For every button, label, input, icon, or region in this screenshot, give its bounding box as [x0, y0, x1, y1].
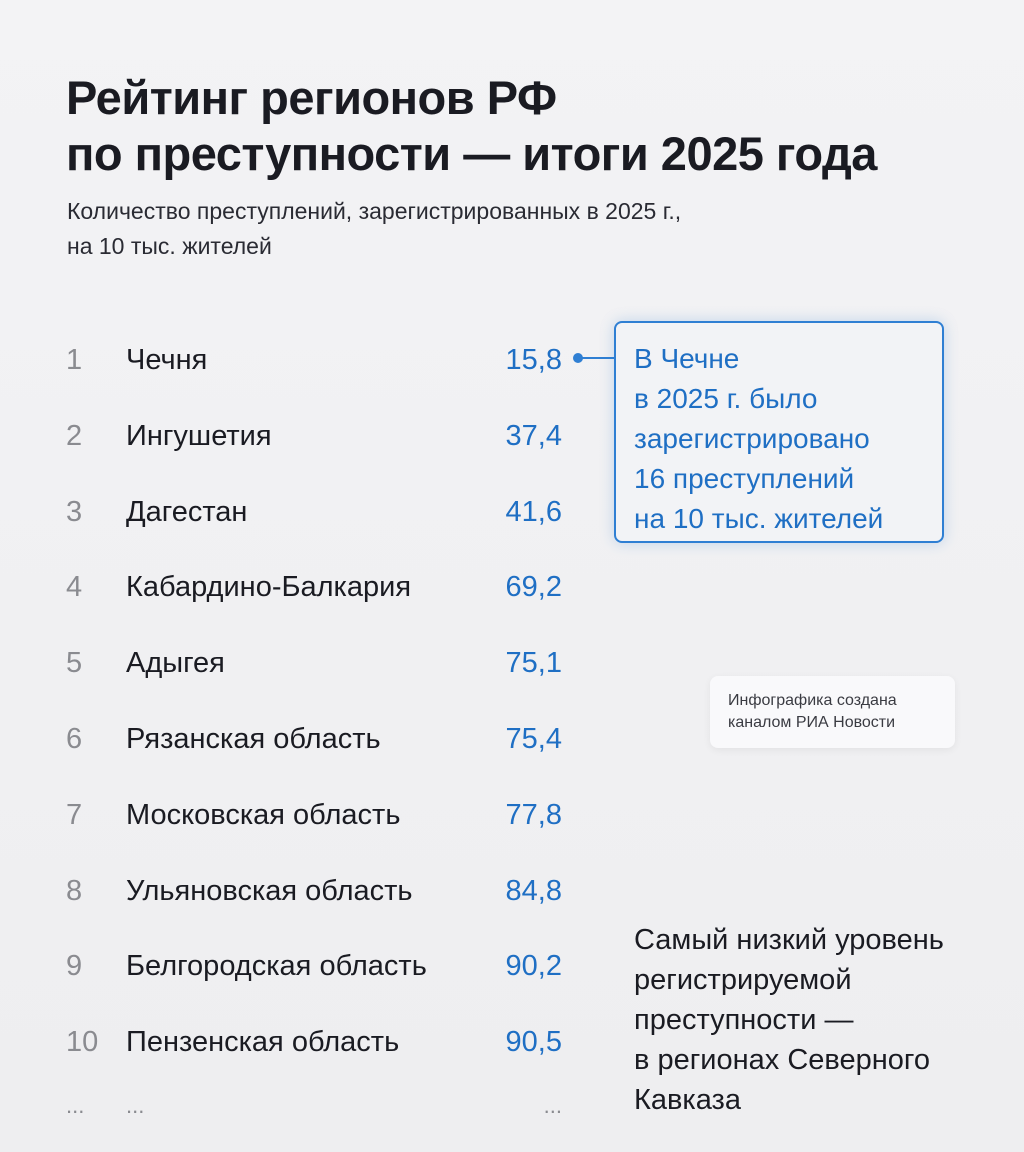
value-cell: ... [543, 1093, 562, 1118]
credit-line-1: Инфографика создана [728, 692, 897, 709]
rank-cell: 1 [66, 344, 83, 376]
credit-box: Инфографика создана каналом РИА Новости [710, 676, 955, 748]
subtitle-line-2: на 10 тыс. жителей [67, 233, 272, 259]
rank-cell: 9 [66, 950, 83, 983]
rank-cell: ... [66, 1093, 85, 1118]
table-row: 9 Белгородская область 90,2 [0, 946, 600, 986]
region-cell: Ульяновская область [126, 874, 413, 907]
table-row: 10 Пензенская область 90,5 [0, 1022, 600, 1062]
credit-line-2: каналом РИА Новости [728, 714, 896, 731]
table-row: 7 Московская область 77,8 [0, 795, 600, 835]
callout-line: 16 преступлений [634, 463, 855, 494]
title-line-2: по преступности — итоги 2025 года [66, 127, 877, 180]
note-line: Кавказа [634, 1084, 741, 1116]
callout-connector [578, 357, 616, 359]
note-line: преступности — [634, 1004, 854, 1036]
rank-cell: 10 [66, 1026, 99, 1059]
note-line: регистрируемой [634, 964, 852, 996]
summary-note: Самый низкий уровень регистрируемой прес… [634, 920, 944, 1120]
value-cell: 37,4 [505, 419, 562, 452]
rank-cell: 7 [66, 798, 83, 831]
callout-line: зарегистрировано [634, 423, 870, 454]
value-cell: 15,8 [505, 344, 562, 376]
region-cell: Московская область [126, 798, 401, 831]
table-row: 6 Рязанская область 75,4 [0, 719, 600, 759]
rank-cell: 8 [66, 874, 83, 907]
page-title: Рейтинг регионов РФ по преступности — ит… [66, 70, 877, 182]
callout-line: В Чечне [634, 343, 740, 374]
region-cell: Пензенская область [126, 1026, 400, 1059]
region-cell: Кабардино-Балкария [126, 571, 412, 604]
rank-cell: 4 [66, 571, 83, 604]
value-cell: 77,8 [505, 798, 562, 831]
value-cell: 90,5 [505, 1026, 562, 1059]
region-cell: Ингушетия [126, 419, 272, 452]
region-cell: Чечня [126, 344, 208, 376]
rank-cell: 3 [66, 495, 83, 528]
value-cell: 75,4 [505, 723, 562, 755]
region-cell: Белгородская область [126, 950, 427, 983]
table-row: 2 Ингушетия 37,4 [0, 416, 600, 456]
note-line: Самый низкий уровень [634, 924, 944, 956]
region-cell: ... [126, 1093, 145, 1118]
rank-cell: 2 [66, 419, 83, 452]
value-cell: 69,2 [505, 571, 562, 604]
value-cell: 84,8 [505, 874, 562, 907]
note-line: в регионах Северного [634, 1044, 930, 1076]
subtitle-line-1: Количество преступлений, зарегистрирован… [67, 198, 682, 224]
table-row: 4 Кабардино-Балкария 69,2 [0, 567, 600, 607]
rank-cell: 5 [66, 647, 83, 680]
region-cell: Рязанская область [126, 723, 381, 755]
subtitle: Количество преступлений, зарегистрирован… [67, 194, 681, 264]
callout-line: на 10 тыс. жителей [634, 503, 884, 534]
region-cell: Адыгея [126, 647, 225, 680]
table-row: 8 Ульяновская область 84,8 [0, 871, 600, 911]
region-cell: Дагестан [126, 495, 248, 528]
rank-cell: 6 [66, 723, 83, 755]
value-cell: 90,2 [505, 950, 562, 983]
table-row: 5 Адыгея 75,1 [0, 643, 600, 683]
table-row: 3 Дагестан 41,6 [0, 492, 600, 532]
value-cell: 75,1 [505, 647, 562, 680]
value-cell: 41,6 [505, 495, 562, 528]
callout-line: в 2025 г. было [634, 383, 818, 414]
title-line-1: Рейтинг регионов РФ [66, 71, 557, 124]
callout-box: В Чечне в 2025 г. было зарегистрировано … [614, 321, 944, 543]
table-row: 1 Чечня 15,8 [0, 340, 600, 380]
table-row-ellipsis: ......... [0, 1086, 600, 1126]
